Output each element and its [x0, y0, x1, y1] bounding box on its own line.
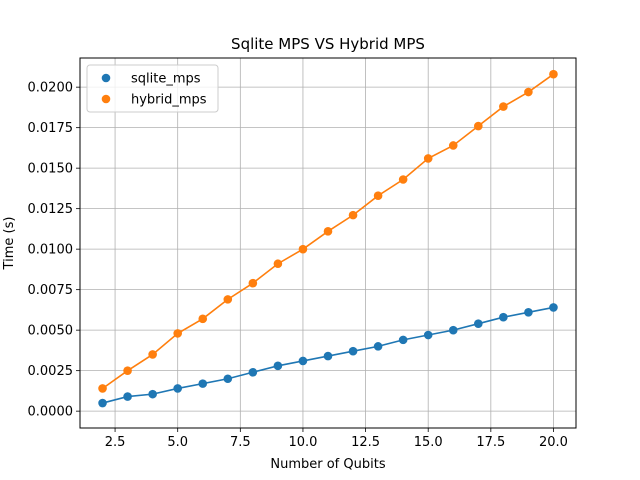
- data-point: [123, 392, 132, 401]
- data-point: [373, 342, 383, 351]
- x-tick-label: 10.0: [288, 435, 317, 450]
- y-axis-label: Time (s): [2, 217, 17, 271]
- y-tick-label: 0.0100: [28, 243, 74, 258]
- x-tick-label: 17.5: [476, 435, 505, 450]
- data-point: [423, 154, 433, 163]
- x-tick-label: 2.5: [105, 435, 126, 450]
- data-point: [499, 102, 508, 111]
- y-tick-label: 0.0050: [28, 324, 74, 339]
- x-axis-label: Number of Qubits: [270, 457, 385, 472]
- series-hybrid_mps: [98, 69, 558, 393]
- y-tick-label: 0.0075: [28, 283, 74, 298]
- x-tick-label: 20.0: [539, 435, 568, 450]
- legend-box: [86, 64, 219, 113]
- y-tick-label: 0.0150: [28, 162, 74, 177]
- data-point: [398, 175, 408, 184]
- chart-title: Sqlite MPS VS Hybrid MPS: [231, 35, 425, 53]
- data-point: [223, 295, 233, 304]
- data-point: [298, 244, 308, 254]
- data-point: [549, 69, 558, 79]
- data-point: [248, 367, 258, 377]
- data-point: [273, 259, 283, 269]
- data-point: [348, 346, 358, 356]
- series-layer: [98, 69, 558, 408]
- legend-marker: [101, 94, 111, 104]
- data-point: [448, 325, 458, 335]
- data-point: [373, 191, 383, 200]
- data-point: [398, 335, 408, 345]
- data-point: [148, 389, 157, 399]
- data-point: [98, 384, 107, 393]
- y-tick-label: 0.0125: [28, 202, 74, 217]
- data-point: [173, 384, 182, 393]
- data-point: [423, 330, 433, 340]
- data-point: [223, 374, 233, 384]
- series-sqlite_mps: [98, 303, 558, 408]
- x-tick-label: 7.5: [230, 435, 251, 450]
- y-tick-label: 0.0175: [28, 121, 74, 136]
- grid: [80, 58, 576, 428]
- data-point: [273, 361, 283, 371]
- y-tick-label: 0.0200: [28, 81, 74, 96]
- x-axis: 2.5 5.0 7.5 10.0 12.5 15.0 17.5 20.0: [105, 428, 568, 450]
- data-point: [348, 210, 358, 220]
- x-tick-label: 12.5: [351, 435, 380, 450]
- data-point: [198, 379, 208, 388]
- data-point: [323, 227, 333, 236]
- data-point: [148, 350, 157, 359]
- data-point: [499, 312, 508, 322]
- data-point: [123, 366, 132, 375]
- data-point: [298, 356, 308, 366]
- legend-label: sqlite_mps: [131, 72, 201, 87]
- data-point: [524, 308, 533, 317]
- legend-label: hybrid_mps: [131, 93, 207, 108]
- x-tick-label: 5.0: [167, 435, 188, 450]
- plot-frame: [79, 57, 577, 429]
- data-point: [448, 141, 458, 150]
- data-point: [549, 303, 558, 312]
- x-tick-label: 15.0: [414, 435, 443, 450]
- y-tick-label: 0.0025: [28, 364, 74, 379]
- data-point: [248, 278, 258, 288]
- y-axis: 0.0000 0.0025 0.0050 0.0075 0.0100 0.0125 0.01…: [28, 81, 80, 420]
- data-point: [198, 314, 208, 324]
- data-point: [173, 329, 182, 338]
- legend: sqlite_mps hybrid_mps: [86, 64, 219, 113]
- data-point: [474, 319, 483, 328]
- data-point: [323, 351, 333, 361]
- data-point: [524, 87, 533, 97]
- data-point: [98, 398, 107, 408]
- y-tick-label: 0.0000: [28, 405, 74, 420]
- data-point: [474, 121, 483, 131]
- legend-marker: [101, 73, 111, 83]
